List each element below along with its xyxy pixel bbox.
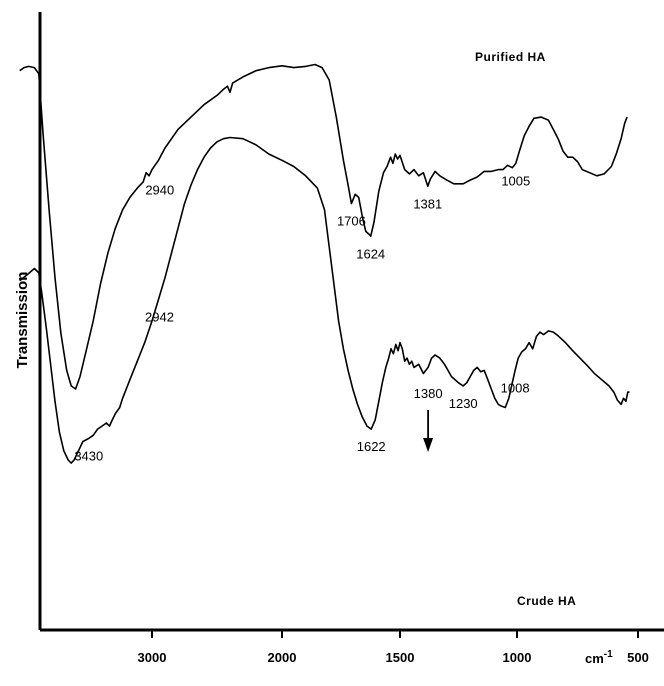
annotation-arrowhead bbox=[423, 438, 434, 452]
peak-label: 2942 bbox=[145, 309, 174, 324]
series-label-purified: Purified HA bbox=[475, 50, 546, 64]
x-tick-label: 3000 bbox=[138, 650, 167, 665]
spectra bbox=[19, 63, 630, 464]
spectrum-line-purified bbox=[19, 63, 628, 390]
chart-axes bbox=[38, 12, 664, 632]
x-tick-label: 500 bbox=[627, 650, 649, 665]
series-label-crude: Crude HA bbox=[517, 594, 576, 608]
x-tick-label: 2000 bbox=[268, 650, 297, 665]
peak-label: 1706 bbox=[337, 214, 366, 229]
peak-label: 1624 bbox=[356, 246, 385, 261]
peak-label: 1230 bbox=[449, 396, 478, 411]
peak-label: 1381 bbox=[413, 196, 442, 211]
x-tick-label: 1000 bbox=[503, 650, 532, 665]
x-axis-unit-label: cm-1 bbox=[585, 649, 613, 666]
peak-labels: 2940 1706 1624 1381 1005 3430 2942 1622 1230 1008… bbox=[74, 173, 530, 463]
peak-label: 1622 bbox=[357, 439, 386, 454]
peak-label: 3430 bbox=[74, 448, 103, 463]
peak-label: 2940 bbox=[145, 183, 174, 198]
x-ticks: 3000 2000 1500 1000 500 bbox=[138, 630, 649, 665]
x-tick-label: 1500 bbox=[386, 650, 415, 665]
peak-label: 1005 bbox=[501, 173, 530, 188]
annotation-label: 1380 bbox=[414, 386, 443, 401]
peak-label: 1008 bbox=[501, 380, 530, 395]
y-axis-label: Transmission bbox=[14, 272, 31, 369]
spectrum-line-crude bbox=[19, 136, 630, 464]
